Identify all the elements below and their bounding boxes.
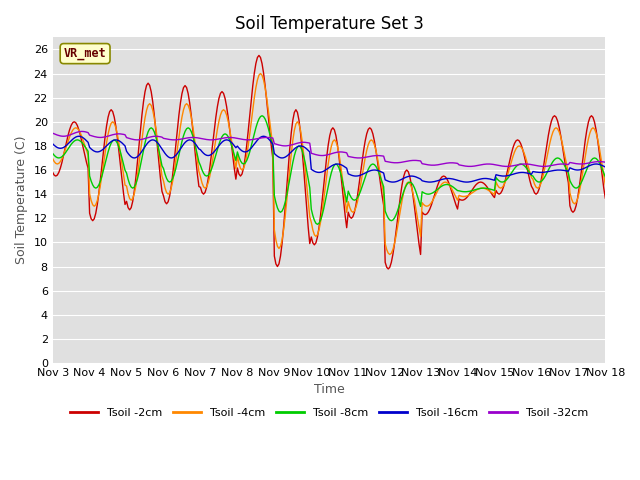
Line: Tsoil -2cm: Tsoil -2cm: [52, 55, 605, 269]
Tsoil -32cm: [118, 131, 126, 137]
Tsoil -8cm: [49, 151, 56, 156]
Tsoil -8cm: [602, 174, 609, 180]
Title: Soil Temperature Set 3: Soil Temperature Set 3: [234, 15, 424, 33]
Tsoil -2cm: [49, 169, 56, 175]
Tsoil -4cm: [232, 166, 240, 171]
Tsoil -32cm: [574, 161, 582, 167]
Y-axis label: Soil Temperature (C): Soil Temperature (C): [15, 136, 28, 264]
Tsoil -16cm: [49, 141, 56, 147]
Tsoil -32cm: [78, 129, 86, 134]
Line: Tsoil -16cm: Tsoil -16cm: [52, 136, 605, 182]
Tsoil -16cm: [215, 143, 223, 149]
Tsoil -16cm: [292, 145, 300, 151]
Tsoil -32cm: [234, 135, 241, 141]
Tsoil -4cm: [574, 196, 582, 202]
Tsoil -8cm: [292, 147, 300, 153]
Tsoil -32cm: [215, 136, 223, 142]
Tsoil -2cm: [232, 176, 240, 182]
Text: VR_met: VR_met: [64, 47, 106, 60]
Tsoil -4cm: [386, 252, 394, 257]
Tsoil -16cm: [243, 149, 250, 155]
Tsoil -32cm: [49, 131, 56, 136]
Tsoil -32cm: [292, 141, 300, 146]
Tsoil -32cm: [602, 159, 609, 165]
Tsoil -2cm: [574, 195, 582, 201]
Tsoil -8cm: [258, 113, 266, 119]
Tsoil -16cm: [389, 179, 397, 185]
Tsoil -8cm: [232, 157, 240, 163]
Tsoil -8cm: [574, 185, 582, 191]
Tsoil -8cm: [116, 149, 124, 155]
Tsoil -16cm: [602, 164, 609, 170]
Tsoil -16cm: [574, 167, 582, 173]
Tsoil -8cm: [314, 221, 321, 227]
X-axis label: Time: Time: [314, 384, 344, 396]
Tsoil -2cm: [255, 52, 263, 58]
Tsoil -2cm: [602, 195, 609, 201]
Line: Tsoil -8cm: Tsoil -8cm: [52, 116, 605, 224]
Tsoil -2cm: [385, 266, 392, 272]
Tsoil -2cm: [116, 162, 124, 168]
Legend: Tsoil -2cm, Tsoil -4cm, Tsoil -8cm, Tsoil -16cm, Tsoil -32cm: Tsoil -2cm, Tsoil -4cm, Tsoil -8cm, Tsoi…: [65, 404, 593, 422]
Tsoil -4cm: [116, 150, 124, 156]
Tsoil -16cm: [118, 140, 126, 146]
Tsoil -4cm: [241, 161, 249, 167]
Tsoil -4cm: [292, 121, 300, 127]
Tsoil -32cm: [466, 164, 474, 169]
Tsoil -2cm: [292, 107, 300, 113]
Tsoil -4cm: [214, 126, 221, 132]
Tsoil -16cm: [75, 133, 83, 139]
Tsoil -8cm: [241, 160, 249, 166]
Line: Tsoil -32cm: Tsoil -32cm: [52, 132, 605, 167]
Tsoil -2cm: [241, 156, 249, 161]
Tsoil -32cm: [243, 137, 250, 143]
Line: Tsoil -4cm: Tsoil -4cm: [52, 73, 605, 254]
Tsoil -4cm: [602, 182, 609, 188]
Tsoil -4cm: [49, 156, 56, 162]
Tsoil -8cm: [214, 146, 221, 152]
Tsoil -4cm: [257, 71, 264, 76]
Tsoil -2cm: [214, 104, 221, 109]
Tsoil -16cm: [234, 143, 241, 149]
